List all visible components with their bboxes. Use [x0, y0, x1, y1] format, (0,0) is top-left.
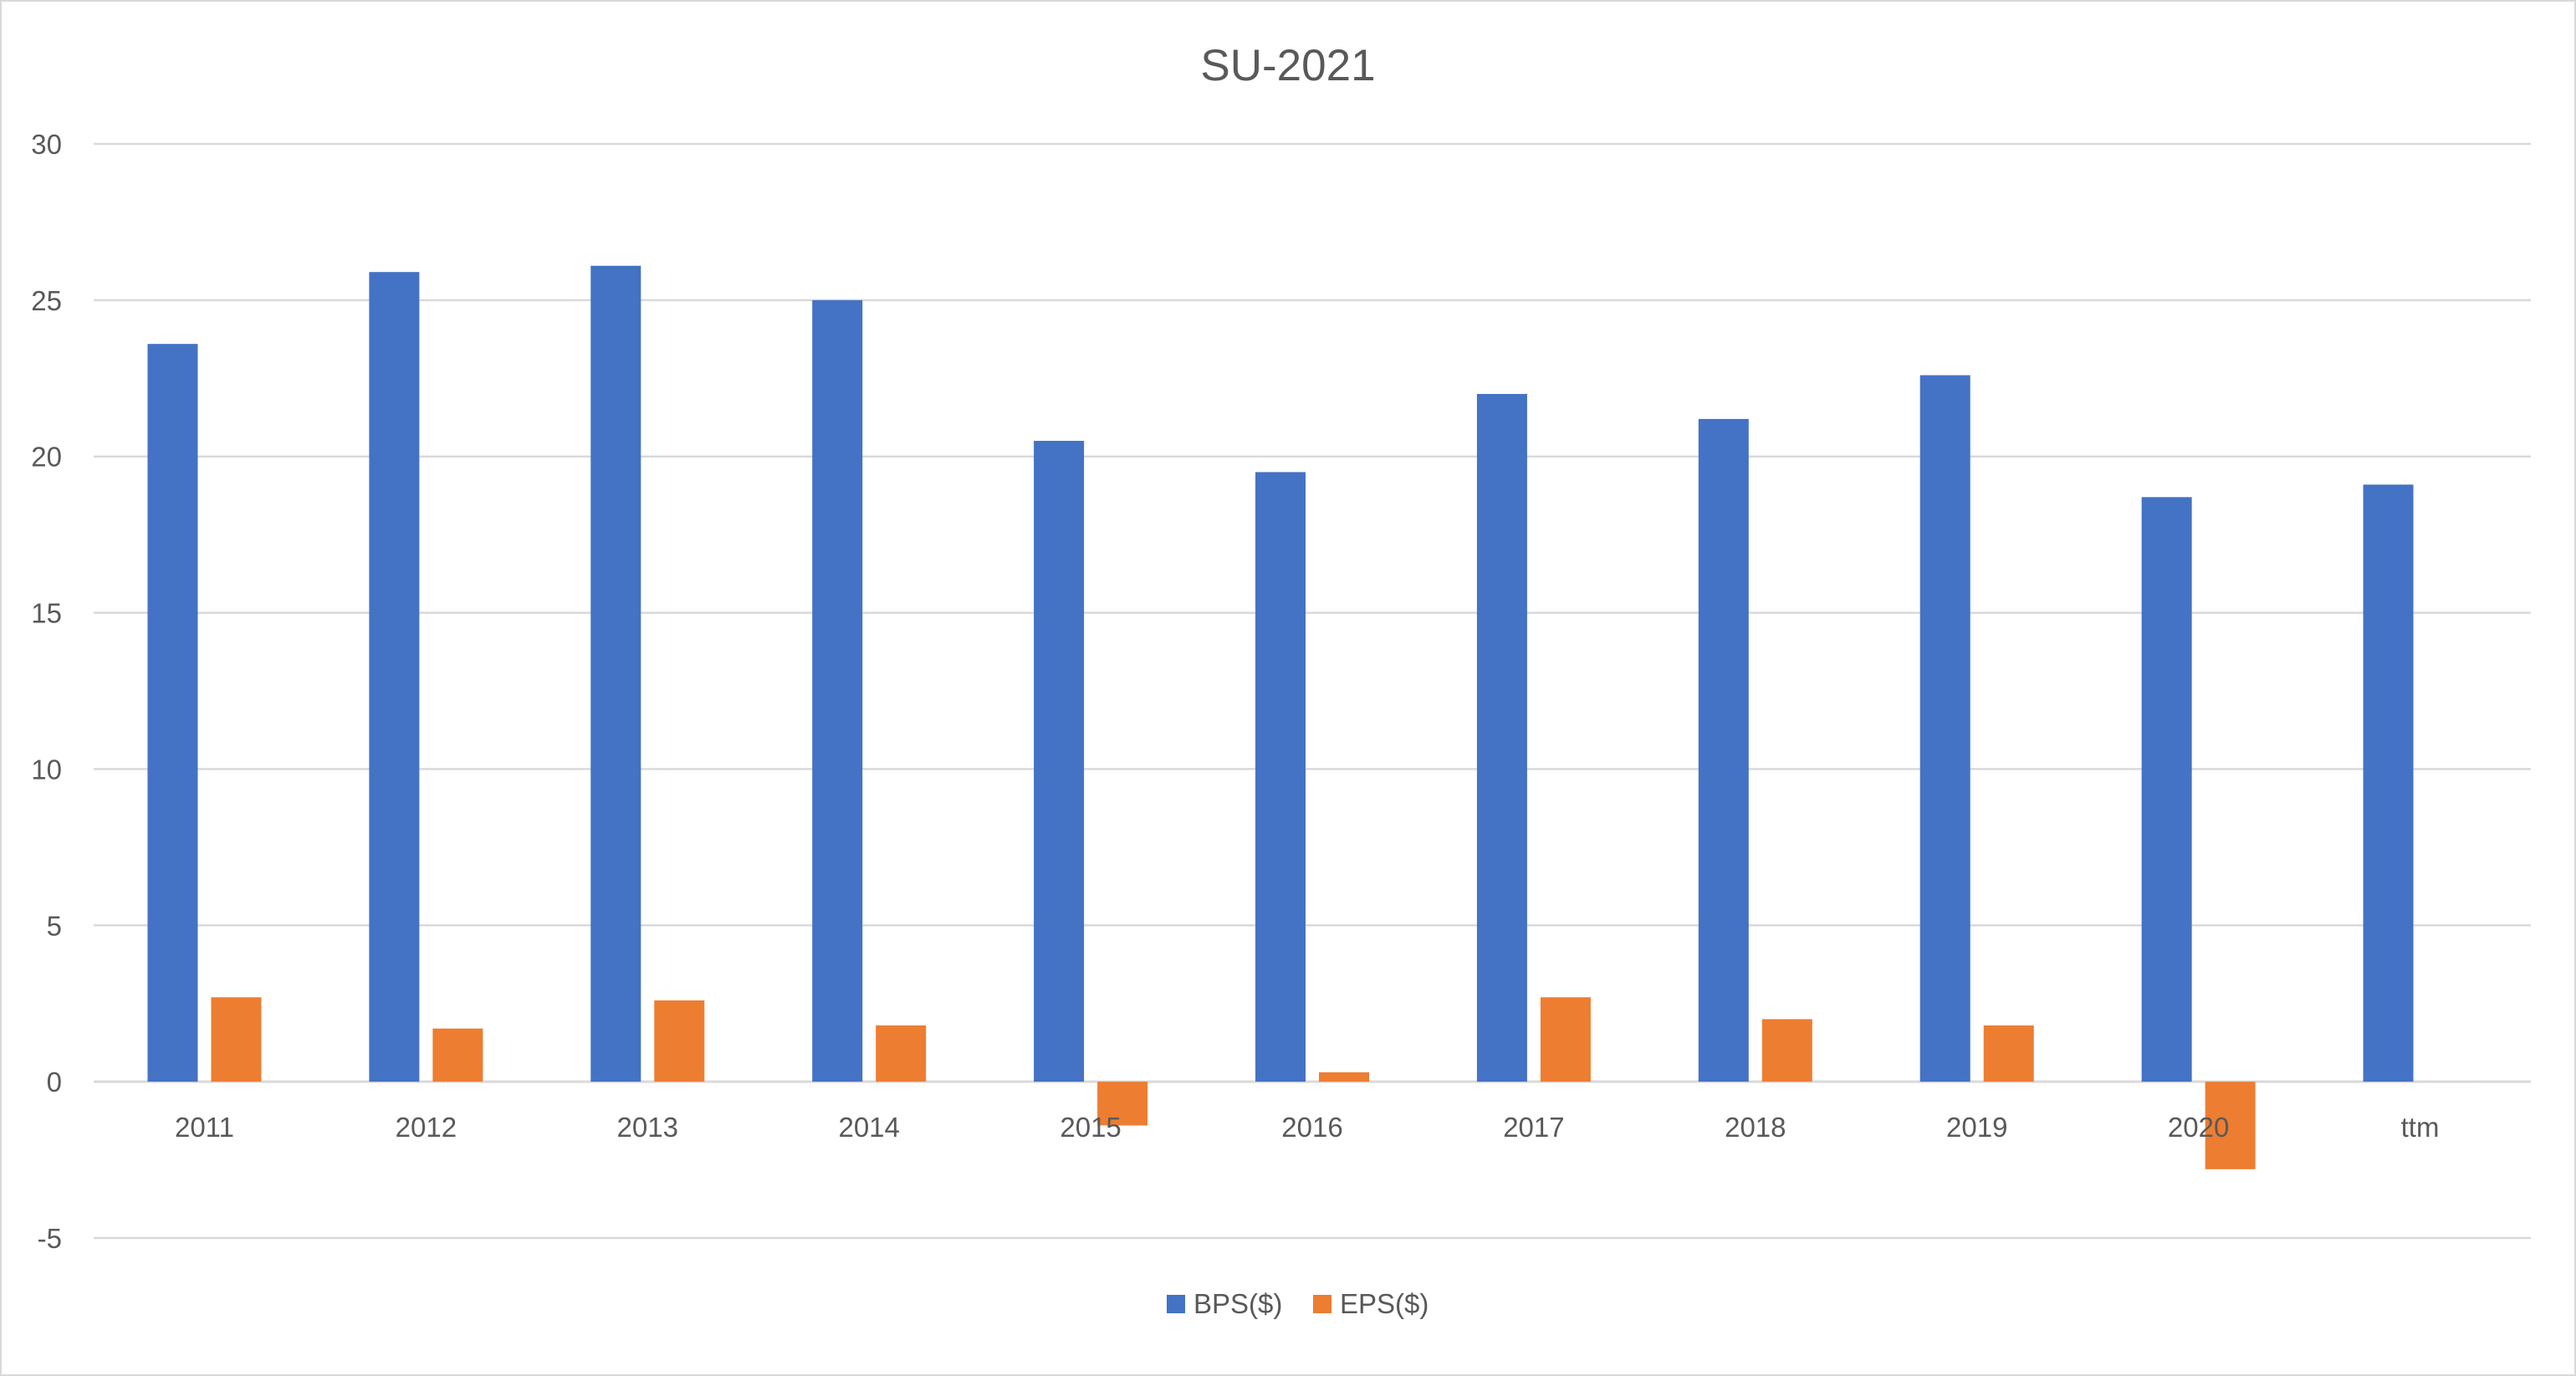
- chart-title: SU-2021: [1200, 41, 1375, 90]
- x-category-label: 2011: [175, 1112, 234, 1143]
- x-category-label: 2017: [1503, 1112, 1564, 1143]
- x-category-label: 2013: [617, 1112, 678, 1143]
- bar-EPS($)-2016: [1319, 1072, 1369, 1082]
- legend-swatch-0: [1167, 1295, 1185, 1313]
- x-category-label: 2020: [2168, 1112, 2229, 1143]
- bar-EPS($)-2020: [2205, 1082, 2256, 1169]
- y-axis-tick-labels: -5 0 5 10 15 20 25 30: [31, 129, 62, 1254]
- bar-BPS($)-2012: [369, 272, 420, 1082]
- y-tick-label: 0: [47, 1067, 62, 1097]
- bars: [147, 265, 2477, 1169]
- x-category-label: 2014: [838, 1112, 899, 1143]
- x-category-label: 2019: [1946, 1112, 2007, 1143]
- bar-BPS($)-2014: [812, 299, 863, 1082]
- y-tick-label: 20: [31, 442, 62, 473]
- y-tick-label: 25: [31, 285, 62, 316]
- bar-BPS($)-2020: [2141, 497, 2192, 1082]
- bar-BPS($)-2017: [1476, 393, 1527, 1082]
- bar-EPS($)-2017: [1540, 997, 1591, 1082]
- bar-BPS($)-2011: [147, 344, 198, 1082]
- x-category-label: ttm: [2401, 1112, 2440, 1143]
- bar-EPS($)-2018: [1761, 1019, 1812, 1082]
- y-tick-label: 5: [47, 910, 62, 941]
- bar-EPS($)-2019: [1983, 1025, 2034, 1082]
- bar-BPS($)-2016: [1255, 472, 1306, 1082]
- y-tick-label: -5: [38, 1223, 62, 1254]
- legend: BPS($) EPS($): [1167, 1288, 1429, 1319]
- bar-BPS($)-2018: [1698, 418, 1749, 1082]
- legend-label-1: EPS($): [1340, 1288, 1429, 1319]
- x-category-label: 2015: [1060, 1112, 1121, 1143]
- bar-EPS($)-2014: [876, 1025, 927, 1082]
- bar-EPS($)-2012: [432, 1028, 483, 1082]
- bar-EPS($)-2015: [1097, 1082, 1148, 1126]
- bar-BPS($)-ttm: [2363, 484, 2414, 1082]
- legend-label-0: BPS($): [1193, 1288, 1282, 1319]
- x-axis-category-labels: 2011 2012 2013 2014 2015 2016 2017 2018 2019 2020…: [175, 1112, 2439, 1143]
- y-tick-label: 15: [31, 598, 62, 629]
- y-tick-label: 10: [31, 754, 62, 785]
- x-category-label: 2012: [396, 1112, 457, 1143]
- bar-BPS($)-2019: [1919, 375, 1970, 1082]
- x-category-label: 2016: [1281, 1112, 1342, 1143]
- y-tick-label: 30: [31, 129, 62, 160]
- bar-EPS($)-2011: [211, 997, 262, 1082]
- legend-swatch-1: [1313, 1295, 1331, 1313]
- gridlines: [94, 142, 2531, 1240]
- bar-BPS($)-2015: [1034, 441, 1085, 1082]
- x-category-label: 2018: [1725, 1112, 1786, 1143]
- bar-EPS($)-2013: [654, 1000, 705, 1082]
- bar-BPS($)-2013: [590, 265, 641, 1082]
